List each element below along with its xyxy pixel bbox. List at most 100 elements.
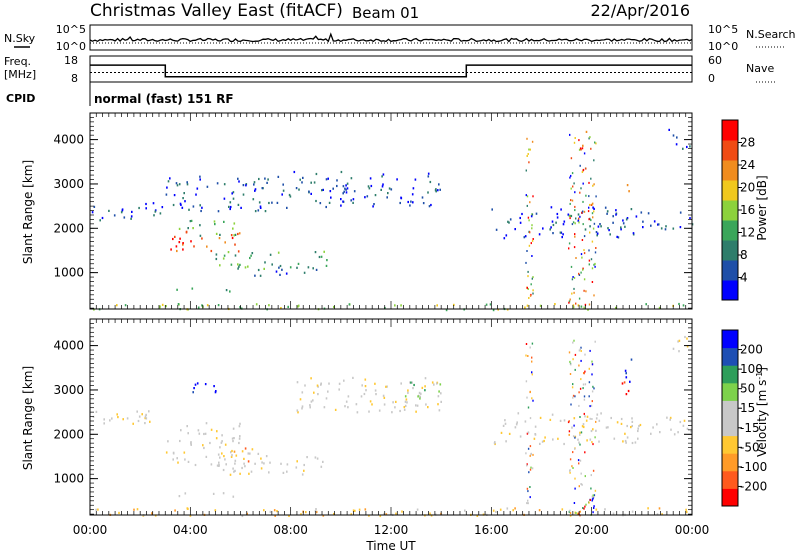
scatter-cell xyxy=(577,459,580,462)
scatter-cell xyxy=(371,403,373,406)
scatter-cell xyxy=(223,254,226,257)
scatter-cell xyxy=(575,512,577,514)
scatter-cell xyxy=(116,304,118,307)
scatter-cell xyxy=(590,487,592,490)
range-tick-label: 3000 xyxy=(53,383,84,397)
scatter-cell xyxy=(328,201,331,204)
scatter-cell xyxy=(573,417,576,420)
scatter-cell xyxy=(568,420,570,423)
scatter-cell xyxy=(531,277,533,280)
scatter-cell xyxy=(571,278,574,281)
scatter-cell xyxy=(579,433,581,436)
scatter-cell xyxy=(625,372,627,375)
scatter-cell xyxy=(572,341,574,344)
scatter-cell xyxy=(575,302,577,305)
scatter-cell xyxy=(191,287,194,290)
scatter-cell xyxy=(111,417,113,420)
scatter-cell xyxy=(491,208,493,211)
scatter-cell xyxy=(577,512,579,515)
scatter-cell xyxy=(327,390,329,393)
scatter-cell xyxy=(600,412,602,415)
scatter-cell xyxy=(409,381,411,384)
scatter-cell xyxy=(598,419,601,422)
scatter-cell xyxy=(492,309,495,312)
scatter-cell xyxy=(176,457,178,460)
scatter-cell xyxy=(626,424,628,428)
scatter-cell xyxy=(241,450,244,453)
scatter-cell xyxy=(296,381,299,384)
scatter-cell xyxy=(595,420,597,423)
colorbar-swatch xyxy=(722,140,738,161)
scatter-cell xyxy=(593,494,596,497)
scatter-cell xyxy=(531,342,534,345)
scatter-cell xyxy=(581,483,583,486)
scatter-cell xyxy=(568,301,570,304)
scatter-cell xyxy=(253,181,256,184)
scatter-cell xyxy=(250,470,253,473)
scatter-cell xyxy=(577,438,579,441)
scatter-cell xyxy=(172,237,174,241)
scatter-cell xyxy=(494,441,496,444)
scatter-cell xyxy=(212,492,215,495)
scatter-cell xyxy=(617,236,620,239)
scatter-cell xyxy=(586,415,589,418)
scatter-cell xyxy=(551,220,554,223)
scatter-cell xyxy=(597,225,600,228)
scatter-cell xyxy=(577,304,580,307)
scatter-cell xyxy=(237,263,239,266)
scatter-cell xyxy=(391,411,393,414)
scatter-cell xyxy=(403,406,406,409)
scatter-cell xyxy=(507,220,509,223)
scatter-cell xyxy=(609,233,611,236)
scatter-cell xyxy=(578,364,580,367)
scatter-cell xyxy=(232,427,235,430)
scatter-cell xyxy=(218,461,220,464)
scatter-cell xyxy=(578,297,581,300)
scatter-cell xyxy=(591,267,594,270)
scatter-cell xyxy=(592,385,594,388)
scatter-cell xyxy=(358,508,361,511)
scatter-cell xyxy=(263,509,265,512)
scatter-cell xyxy=(297,262,300,265)
scatter-cell xyxy=(583,395,586,398)
scatter-cell xyxy=(571,223,574,226)
scatter-cell xyxy=(677,340,679,343)
scatter-cell xyxy=(562,223,565,226)
scatter-cell xyxy=(233,437,235,440)
scatter-cell xyxy=(200,209,202,213)
scatter-cell xyxy=(427,191,429,194)
scatter-cell xyxy=(569,202,571,205)
scatter-cell xyxy=(122,418,124,421)
scatter-cell xyxy=(592,494,594,497)
scatter-cell xyxy=(260,467,263,470)
scatter-cell xyxy=(650,224,652,227)
scatter-cell xyxy=(360,395,363,398)
scatter-cell xyxy=(222,468,225,472)
scatter-cell xyxy=(286,470,288,473)
scatter-cell xyxy=(343,190,345,193)
scatter-cell xyxy=(352,198,355,201)
scatter-cell xyxy=(579,147,582,150)
scatter-cell xyxy=(563,442,565,446)
scatter-cell xyxy=(279,273,281,276)
scatter-cell xyxy=(555,221,557,224)
scatter-cell xyxy=(239,422,241,425)
scatter-cell xyxy=(583,372,585,375)
scatter-cell xyxy=(612,221,614,224)
scatter-cell xyxy=(369,177,372,180)
scatter-cell xyxy=(573,502,576,504)
scatter-cell xyxy=(276,510,278,513)
scatter-cell xyxy=(301,473,304,476)
scatter-cell xyxy=(583,306,585,309)
scatter-cell xyxy=(301,181,303,184)
scatter-cell xyxy=(199,175,201,178)
scatter-cell xyxy=(264,177,266,180)
scatter-cell xyxy=(606,210,609,213)
scatter-cell xyxy=(310,377,312,380)
scatter-cell xyxy=(620,422,623,425)
scatter-cell xyxy=(591,441,593,444)
cpid-label: CPID xyxy=(6,92,35,105)
scatter-cell xyxy=(374,194,377,197)
scatter-cell xyxy=(527,355,529,357)
